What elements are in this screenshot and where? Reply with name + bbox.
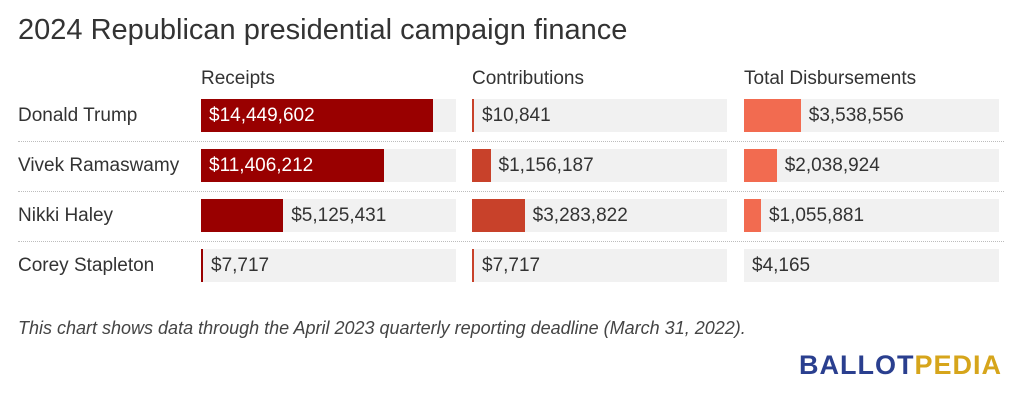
row-divider — [18, 240, 1004, 242]
data-label: $2,038,924 — [784, 155, 880, 176]
bar-cell: $5,125,431 — [201, 199, 456, 232]
row-label: Vivek Ramaswamy — [18, 155, 180, 176]
column-header-total-disbursements: Total Disbursements — [744, 68, 917, 89]
bar — [744, 149, 777, 182]
row-label: Nikki Haley — [18, 205, 114, 226]
table-row: Nikki Haley $5,125,431 $3,283,822 $1,055,88… — [0, 191, 1024, 241]
data-label: $4,165 — [752, 255, 811, 276]
bar-cell: $3,538,556 — [744, 99, 999, 132]
logo-part-1: BALLOT — [798, 350, 915, 380]
bar-cell: $14,449,602 — [201, 99, 456, 132]
data-label: $11,406,212 — [209, 155, 314, 176]
data-label: $3,538,556 — [808, 105, 904, 126]
bar — [472, 199, 525, 232]
column-header-receipts: Receipts — [201, 68, 275, 89]
bar-cell: $2,038,924 — [744, 149, 999, 182]
bar-cell: $7,717 — [472, 249, 727, 282]
chart-title: 2024 Republican presidential campaign fi… — [18, 14, 628, 46]
table-row: Donald Trump $14,449,602 $10,841 $3,538,556 — [0, 91, 1024, 141]
bar-cell: $3,283,822 — [472, 199, 727, 232]
table-row: Vivek Ramaswamy $11,406,212 $1,156,187 $2,0… — [0, 141, 1024, 191]
data-label: $7,717 — [211, 255, 270, 276]
data-label: $3,283,822 — [532, 205, 628, 226]
data-label: $5,125,431 — [291, 205, 387, 226]
table-row: Corey Stapleton $7,717 $7,717 $4,165 — [0, 241, 1024, 291]
data-label: $1,156,187 — [498, 155, 594, 176]
bar — [472, 99, 474, 132]
row-divider — [18, 190, 1004, 192]
footnote: This chart shows data through the April … — [18, 318, 746, 338]
row-label: Corey Stapleton — [18, 255, 155, 276]
bar — [744, 99, 801, 132]
row-label: Donald Trump — [18, 105, 138, 126]
bar-cell: $10,841 — [472, 99, 727, 132]
bar — [201, 149, 384, 182]
bar — [472, 149, 491, 182]
bar — [201, 199, 284, 232]
data-label: $10,841 — [482, 105, 551, 126]
bar-cell: $1,156,187 — [472, 149, 727, 182]
bar — [744, 199, 761, 232]
column-header-contributions: Contributions — [472, 68, 584, 89]
bar-cell: $11,406,212 — [201, 149, 456, 182]
bar — [201, 99, 433, 132]
logo-part-2: PEDIA — [914, 350, 1002, 380]
row-divider — [18, 140, 1004, 142]
bar — [201, 249, 203, 282]
bar-cell: $7,717 — [201, 249, 456, 282]
data-label: $1,055,881 — [768, 205, 865, 226]
bar — [472, 249, 474, 282]
ballotpedia-logo: BALLOTPEDIA — [799, 350, 1002, 381]
data-label: $14,449,602 — [209, 105, 315, 126]
bar-cell: $4,165 — [744, 249, 999, 282]
data-label: $7,717 — [482, 255, 541, 276]
bar-cell: $1,055,881 — [744, 199, 999, 232]
